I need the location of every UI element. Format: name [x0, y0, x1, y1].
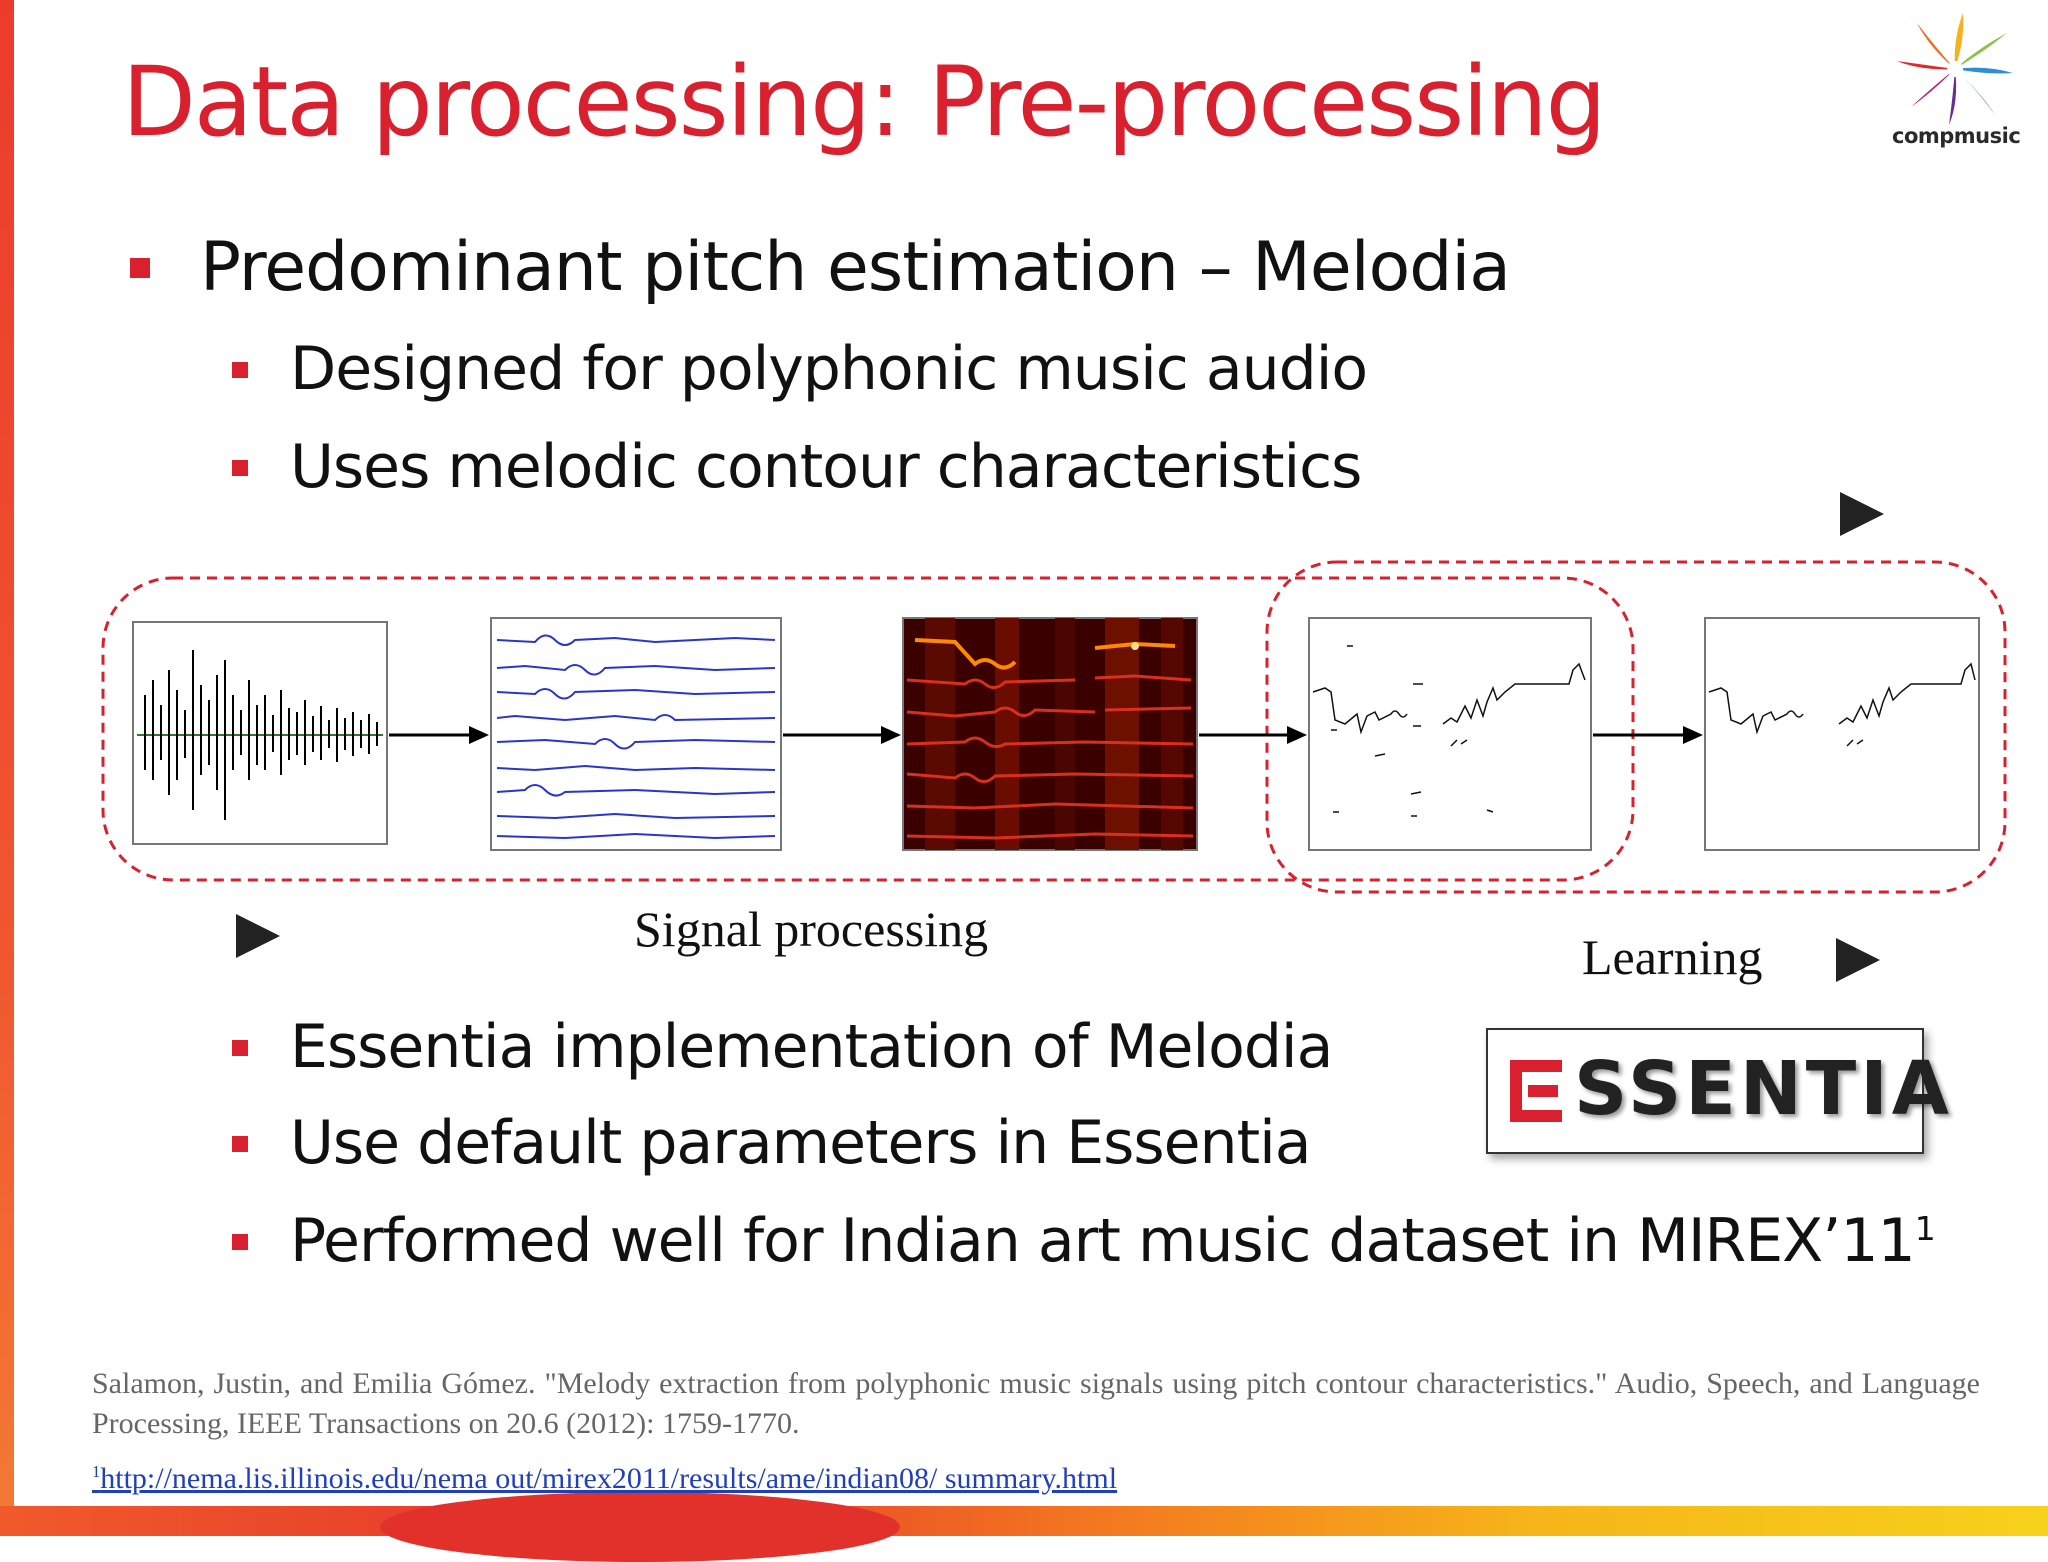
- bullet-sub2: Uses melodic contour characteristics: [290, 432, 1362, 502]
- bullet-marker-sub5: [232, 1234, 248, 1250]
- compmusic-star-icon: [1897, 13, 2013, 125]
- bullet-marker-sub2: [232, 460, 248, 476]
- bullet-marker-main: [130, 258, 150, 278]
- essentia-wordmark: SSENTIA: [1574, 1046, 1954, 1132]
- essentia-logo: SSENTIA: [1486, 1028, 1949, 1154]
- signal-processing-caption: Signal processing: [634, 901, 989, 957]
- learning-arrowhead-bottom: [1836, 938, 1880, 982]
- bullet-marker-sub3: [232, 1040, 248, 1056]
- pitch-contour-clean-panel: [1704, 617, 1980, 851]
- bullet-sub5-text: Performed well for Indian art music data…: [290, 1206, 1916, 1276]
- learning-region: [1265, 560, 2007, 894]
- melodia-pipeline-diagram: [101, 560, 2007, 894]
- compmusic-logo: compmusic: [1890, 10, 2030, 150]
- bottom-swoosh: [380, 1492, 900, 1562]
- reference-citation: Salamon, Justin, and Emilia Gómez. "Melo…: [92, 1367, 1980, 1440]
- learning-arrowhead-top: [1840, 492, 1884, 536]
- signal-processing-region: [101, 576, 1635, 882]
- logo-text: compmusic: [1892, 124, 2021, 148]
- left-accent-bar: [0, 0, 14, 1536]
- learning-caption: Learning: [1582, 929, 1763, 985]
- link-text[interactable]: http://nema.lis.illinois.edu/nema out/mi…: [100, 1462, 1118, 1495]
- slide-title: Data processing: Pre-processing: [122, 46, 1607, 158]
- contour-heatmap-panel: [902, 617, 1198, 851]
- waveform-panel: [132, 621, 388, 845]
- bullet-sub5-footnote: 1: [1914, 1209, 1936, 1248]
- salience-panel: [490, 617, 782, 851]
- bullet-marker-sub4: [232, 1136, 248, 1152]
- mirex-results-link[interactable]: 1http://nema.lis.illinois.edu/nema out/m…: [92, 1462, 1117, 1496]
- signal-arrowhead-left: [236, 914, 280, 958]
- link-footnote: 1: [92, 1462, 101, 1481]
- bullet-sub3: Essentia implementation of Melodia: [290, 1012, 1333, 1082]
- essentia-e-icon: [1510, 1060, 1562, 1122]
- bullet-sub5: Performed well for Indian art music data…: [290, 1206, 1936, 1276]
- bullet-sub1: Designed for polyphonic music audio: [290, 334, 1368, 404]
- bullet-main: Predominant pitch estimation – Melodia: [200, 228, 1511, 307]
- bullet-sub4: Use default parameters in Essentia: [290, 1108, 1312, 1178]
- bullet-marker-sub1: [232, 362, 248, 378]
- bottom-accent-bar: [0, 1492, 2048, 1562]
- pitch-contour-raw-panel: [1308, 617, 1592, 851]
